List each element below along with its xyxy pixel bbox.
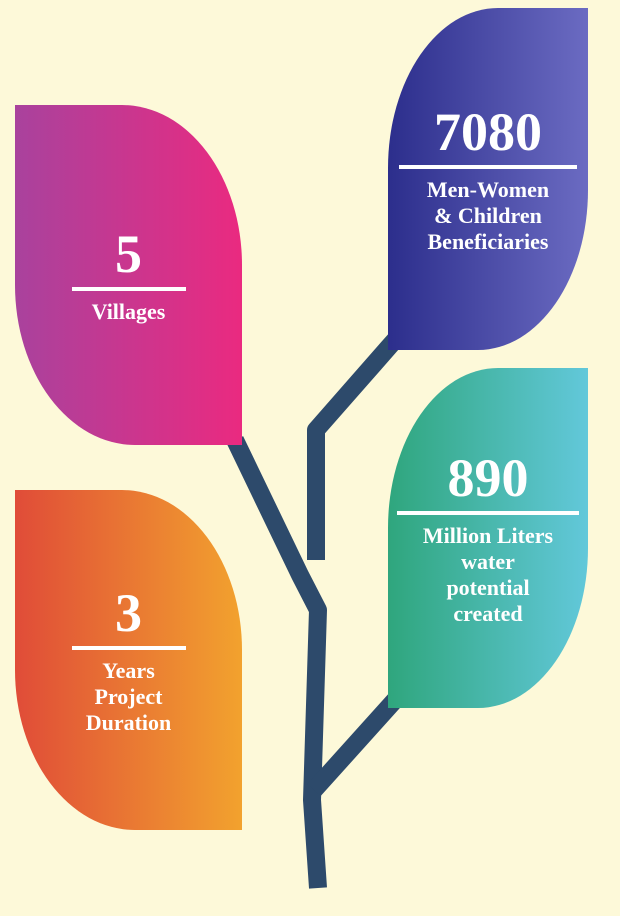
leaf-value: 7080 (434, 103, 542, 161)
label-line: Duration (86, 710, 172, 736)
label-line: Men-Women (427, 177, 549, 203)
divider (72, 646, 186, 650)
leaf-label: Villages (92, 299, 166, 325)
leaf-value: 890 (448, 449, 529, 507)
leaf-value: 5 (115, 225, 142, 283)
label-line: water (423, 549, 553, 575)
leaf: 5 Villages (15, 105, 242, 445)
label-line: Million Liters (423, 523, 553, 549)
branch (314, 700, 395, 790)
branch (316, 340, 395, 560)
page: 5 Villages 7080 Men-Women& ChildrenBenef… (0, 0, 620, 916)
label-line: Beneficiaries (427, 229, 549, 255)
label-line: potential (423, 575, 553, 601)
divider (72, 287, 186, 291)
divider (397, 511, 579, 515)
label-line: Project (86, 684, 172, 710)
branches (235, 340, 395, 888)
label-line: Villages (92, 299, 166, 325)
leaf-value: 3 (115, 584, 142, 642)
label-line: Years (86, 658, 172, 684)
label-line: created (423, 601, 553, 627)
divider (399, 165, 577, 169)
main-stem (235, 440, 318, 888)
label-line: & Children (427, 203, 549, 229)
